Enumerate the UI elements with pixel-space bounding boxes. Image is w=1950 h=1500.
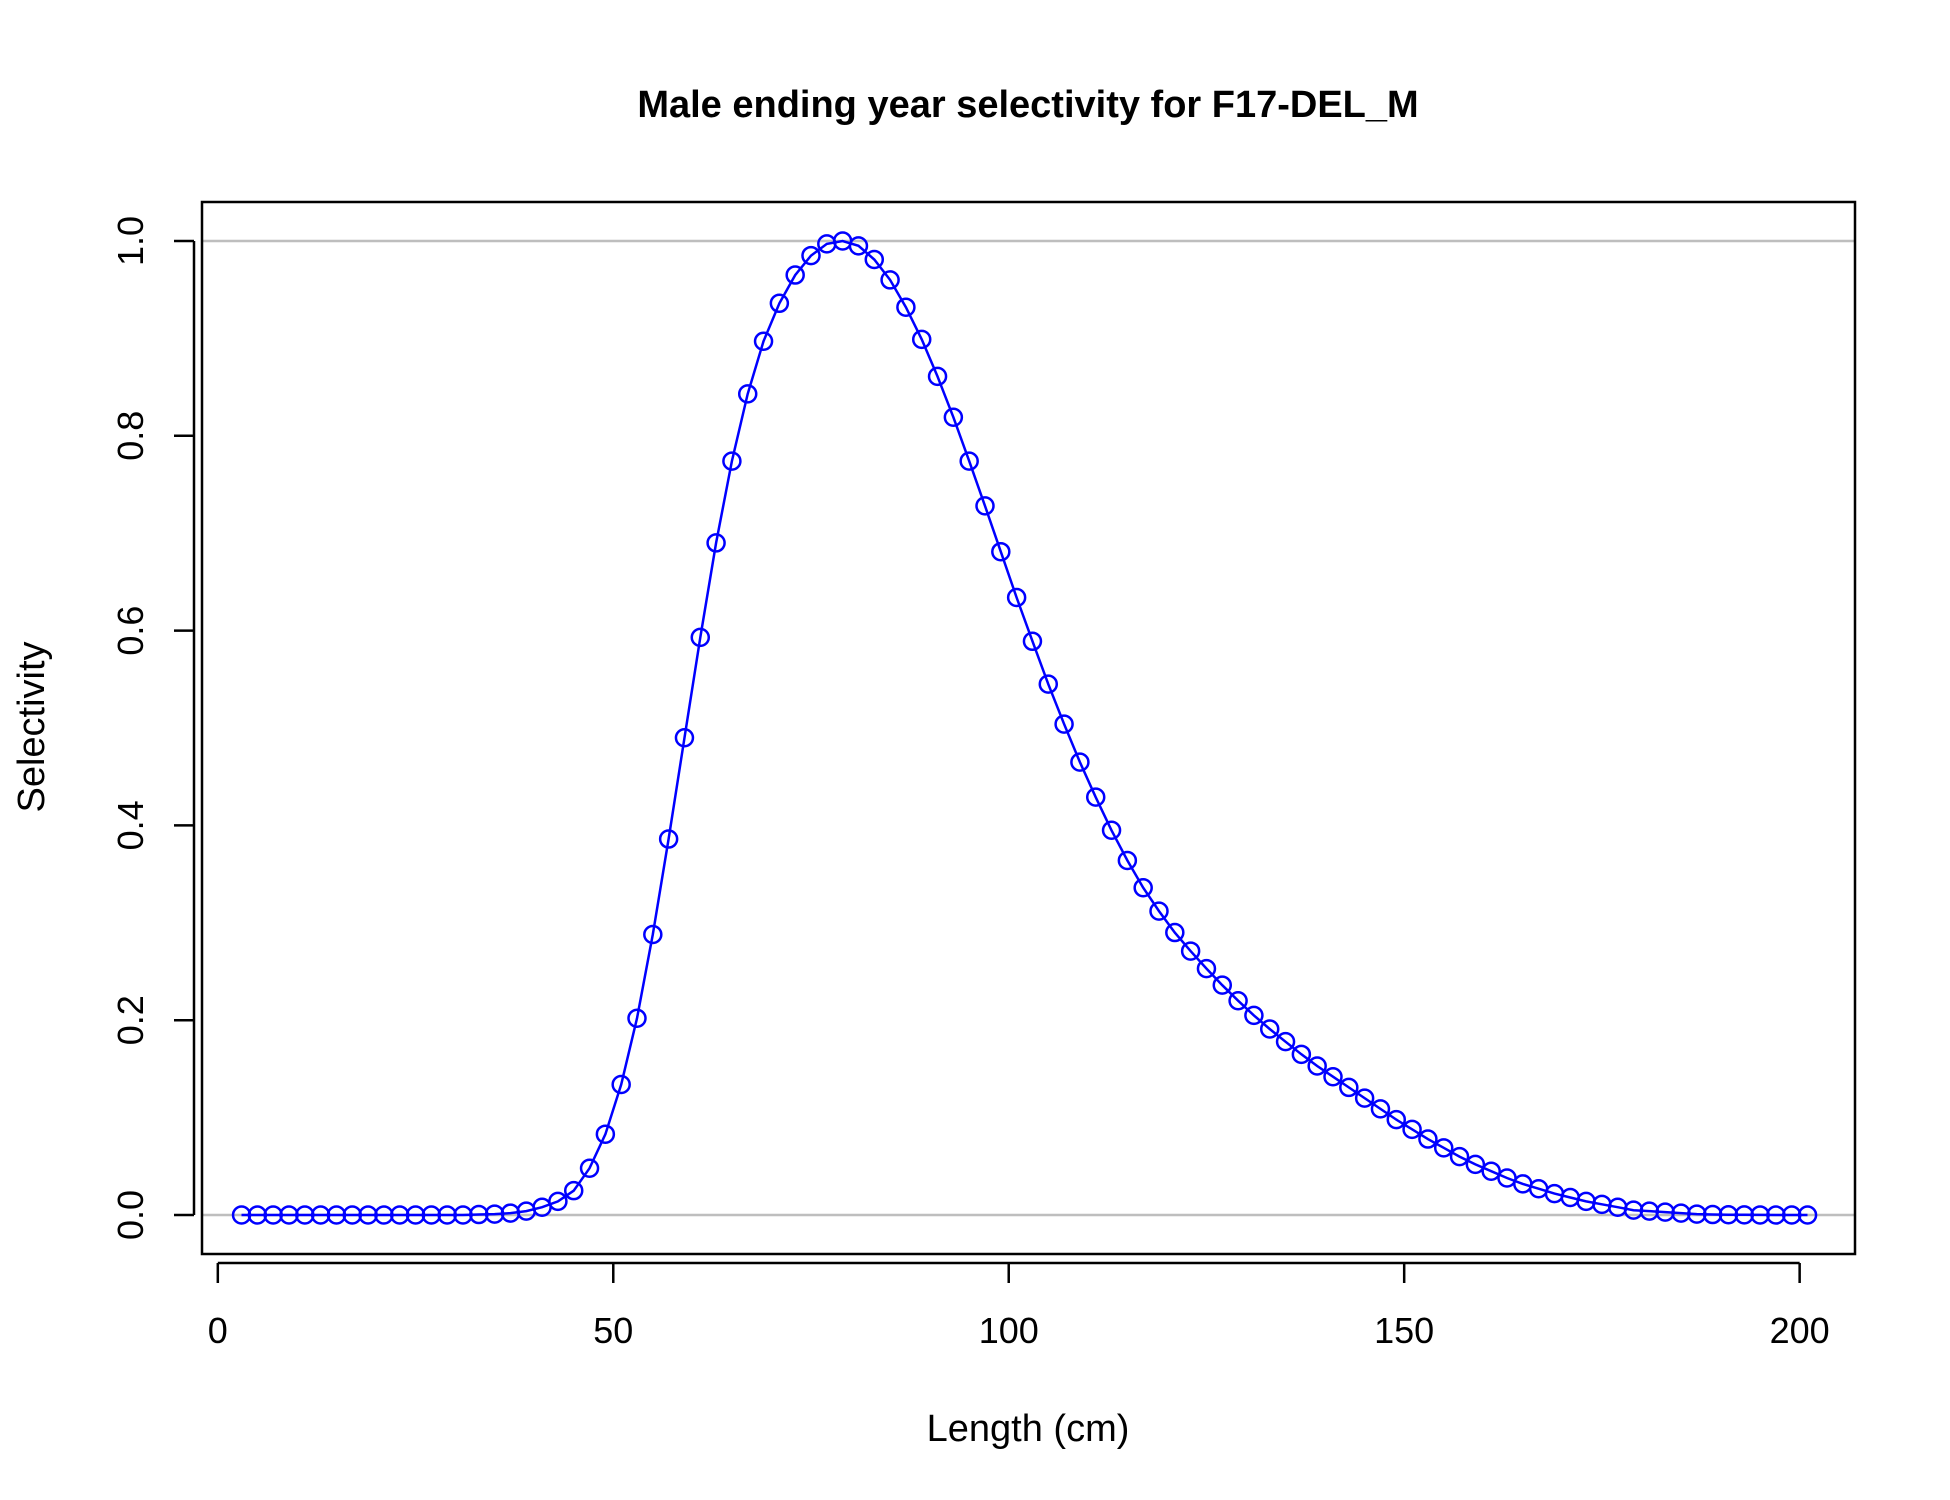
data-point	[975, 496, 995, 516]
series-layer	[231, 231, 1818, 1225]
x-axis: 0 50 100 150 200	[208, 1261, 1830, 1351]
data-point	[658, 829, 679, 849]
data-point	[1339, 1077, 1359, 1098]
data-point	[1022, 631, 1043, 652]
data-point	[911, 329, 932, 350]
data-point	[1228, 990, 1248, 1011]
data-point	[896, 297, 916, 317]
data-point	[927, 366, 948, 387]
data-point	[563, 1180, 584, 1201]
data-point	[991, 541, 1011, 562]
x-tick-label: 0	[208, 1310, 228, 1351]
data-point	[1386, 1109, 1407, 1130]
data-point	[848, 236, 869, 256]
data-point	[1070, 752, 1090, 772]
data-point	[1291, 1044, 1312, 1065]
data-point	[864, 249, 885, 270]
data-point	[1054, 714, 1074, 734]
x-tick-label: 200	[1770, 1310, 1830, 1351]
data-point	[1449, 1146, 1470, 1167]
data-point	[1465, 1154, 1486, 1175]
data-point	[548, 1191, 568, 1212]
data-point	[1244, 1005, 1264, 1026]
data-point	[1418, 1129, 1438, 1149]
data-point	[674, 727, 695, 748]
y-tick-label: 0.2	[110, 995, 151, 1045]
data-point	[595, 1124, 616, 1144]
data-point	[785, 265, 805, 285]
chart-title: Male ending year selectivity for F17-DEL…	[637, 84, 1418, 126]
data-point	[579, 1158, 600, 1179]
data-point	[880, 270, 900, 290]
y-tick-label: 0.8	[110, 411, 151, 461]
y-tick-label: 1.0	[110, 216, 151, 266]
data-point	[1101, 820, 1122, 841]
x-axis-label: Length (cm)	[927, 1408, 1130, 1450]
x-tick-label: 150	[1374, 1310, 1434, 1351]
data-point	[1307, 1056, 1327, 1076]
data-point	[1402, 1119, 1422, 1140]
data-point	[753, 331, 774, 352]
y-axis: 0.0 0.2 0.4 0.6 0.8 1.0	[110, 216, 196, 1240]
data-point	[1481, 1161, 1501, 1181]
data-point	[1212, 975, 1233, 995]
data-point	[643, 924, 663, 945]
data-point	[1085, 787, 1106, 807]
x-tick-label: 100	[979, 1310, 1039, 1351]
data-point	[1180, 941, 1201, 961]
plot-frame	[200, 200, 1857, 1256]
data-point	[1259, 1019, 1280, 1039]
series-line	[241, 239, 1808, 1217]
data-point	[627, 1008, 647, 1029]
data-point	[1006, 587, 1027, 608]
data-point	[1433, 1138, 1454, 1158]
data-point	[959, 451, 979, 471]
data-point	[943, 407, 964, 428]
data-point	[611, 1074, 631, 1095]
data-point	[1133, 877, 1153, 898]
y-tick-label: 0.0	[110, 1190, 151, 1240]
data-point	[801, 245, 821, 266]
y-tick-label: 0.6	[110, 606, 151, 656]
data-point	[1275, 1031, 1296, 1052]
data-point	[769, 293, 790, 314]
data-point	[1165, 922, 1185, 943]
data-point	[1370, 1099, 1391, 1119]
data-point	[1797, 1205, 1818, 1225]
y-tick-label: 0.4	[110, 800, 151, 850]
data-point	[1196, 958, 1217, 979]
data-point	[690, 627, 711, 648]
data-point	[706, 533, 726, 553]
data-point	[1354, 1088, 1375, 1108]
data-point	[722, 451, 742, 471]
data-point	[1323, 1066, 1343, 1087]
x-tick-label: 50	[593, 1310, 633, 1351]
data-point	[1149, 901, 1169, 921]
data-point	[1038, 674, 1059, 694]
data-point	[1117, 850, 1138, 871]
reference-lines	[202, 239, 1855, 1217]
y-axis-label: Selectivity	[11, 641, 53, 812]
data-point	[737, 384, 758, 404]
